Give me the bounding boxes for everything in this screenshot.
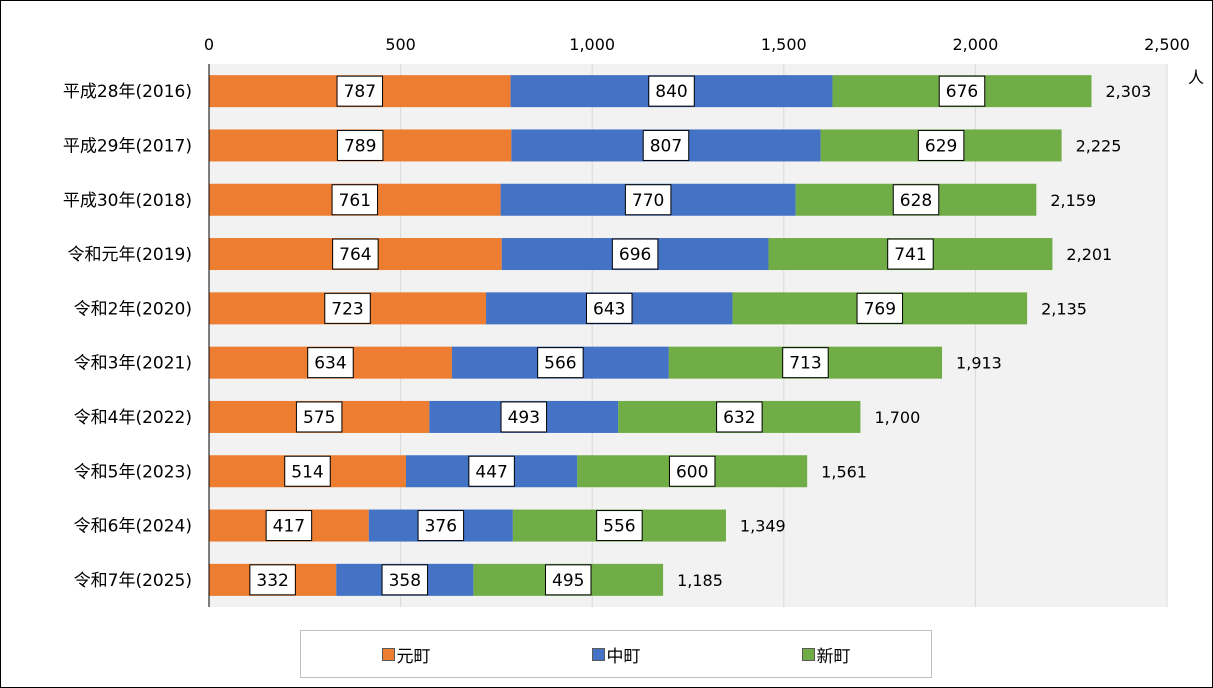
data-label: 696	[619, 245, 651, 265]
total-label: 1,561	[821, 462, 867, 481]
category-label: 令和元年(2019)	[67, 245, 192, 265]
data-label: 764	[339, 245, 371, 265]
data-label: 495	[552, 571, 584, 591]
total-label: 2,201	[1066, 245, 1112, 264]
data-label: 556	[603, 517, 635, 537]
data-label-box	[642, 129, 690, 161]
x-tick-label: 2,500	[1144, 35, 1190, 54]
category-label: 令和7年(2025)	[74, 571, 192, 591]
total-label: 2,159	[1050, 191, 1096, 210]
legend-swatch-motomachi	[381, 647, 395, 661]
data-label-box	[668, 455, 716, 487]
legend-swatch-nakamachi	[591, 647, 605, 661]
data-label-box	[648, 75, 695, 107]
x-tick-label: 500	[385, 35, 416, 54]
data-label: 807	[650, 136, 682, 156]
category-label: 令和2年(2020)	[74, 299, 192, 319]
data-label-box	[500, 401, 548, 433]
data-label-box	[537, 347, 584, 379]
data-label-box	[468, 455, 515, 487]
legend-label-shinmachi: 新町	[816, 646, 851, 667]
data-label-box	[917, 129, 965, 161]
data-label-box	[336, 75, 384, 107]
data-label: 643	[593, 299, 625, 319]
data-label-box	[892, 184, 940, 216]
data-label-box	[938, 75, 986, 107]
data-label: 358	[389, 571, 421, 591]
data-label: 741	[894, 245, 926, 265]
total-label: 2,135	[1041, 299, 1087, 318]
total-label: 1,913	[956, 354, 1002, 373]
x-axis-unit-label: 人	[1188, 68, 1204, 87]
data-label-box	[332, 238, 379, 270]
legend-swatch-shinmachi	[801, 647, 815, 661]
total-label: 2,303	[1106, 82, 1152, 101]
data-label: 676	[946, 82, 978, 102]
data-label-box	[336, 129, 384, 161]
data-label-box	[295, 401, 343, 433]
data-label-box	[596, 510, 643, 542]
data-label: 628	[900, 191, 932, 211]
data-label: 629	[925, 136, 957, 156]
data-label: 514	[291, 462, 323, 482]
data-label: 840	[655, 82, 687, 102]
x-tick-label: 2,000	[952, 35, 998, 54]
data-label: 634	[314, 354, 346, 374]
data-label: 789	[344, 136, 376, 156]
data-label-box	[324, 292, 371, 324]
data-label-box	[249, 564, 296, 596]
category-label: 令和3年(2021)	[74, 354, 192, 374]
data-label: 493	[508, 408, 540, 428]
data-label: 770	[632, 191, 664, 211]
data-label: 575	[303, 408, 335, 428]
data-label: 787	[344, 82, 376, 102]
data-label: 761	[339, 191, 371, 211]
category-label: 平成29年(2017)	[63, 136, 192, 156]
data-label-box	[856, 292, 904, 324]
total-label: 2,225	[1076, 136, 1122, 155]
data-label-box	[265, 510, 313, 542]
data-label: 417	[273, 517, 305, 537]
data-label-box	[782, 347, 829, 379]
data-label-box	[545, 564, 592, 596]
data-label-box	[417, 510, 465, 542]
data-label: 566	[544, 354, 576, 374]
category-label: 令和4年(2022)	[74, 408, 192, 428]
data-label: 723	[331, 299, 363, 319]
data-label: 713	[789, 354, 821, 374]
category-label: 平成28年(2016)	[63, 82, 192, 102]
total-label: 1,349	[740, 517, 786, 536]
data-label-box	[586, 292, 633, 324]
legend-label-nakamachi: 中町	[606, 646, 641, 667]
legend-item-motomachi: 元町	[381, 642, 431, 667]
data-label-box	[307, 347, 354, 379]
data-label-box	[381, 564, 429, 596]
legend: 元町 中町 新町	[300, 630, 932, 678]
data-label: 769	[864, 299, 896, 319]
legend-label-motomachi: 元町	[396, 646, 431, 667]
data-label: 447	[475, 462, 507, 482]
data-label-box	[331, 184, 379, 216]
x-tick-label: 1,500	[761, 35, 807, 54]
data-label: 600	[676, 462, 708, 482]
total-label: 1,185	[677, 571, 723, 590]
data-label: 376	[425, 517, 457, 537]
data-label-box	[284, 455, 331, 487]
data-label: 632	[723, 408, 755, 428]
legend-item-nakamachi: 中町	[591, 642, 641, 667]
data-label-box	[716, 401, 763, 433]
x-tick-label: 0	[204, 35, 214, 54]
x-tick-label: 1,000	[569, 35, 615, 54]
category-label: 令和6年(2024)	[74, 517, 192, 537]
data-label-box	[887, 238, 934, 270]
category-label: 令和5年(2023)	[74, 462, 192, 482]
data-label-box	[624, 184, 672, 216]
total-label: 1,700	[874, 408, 920, 427]
category-label: 平成30年(2018)	[63, 191, 192, 211]
legend-item-shinmachi: 新町	[801, 642, 851, 667]
data-label-box	[611, 238, 659, 270]
data-label: 332	[256, 571, 288, 591]
